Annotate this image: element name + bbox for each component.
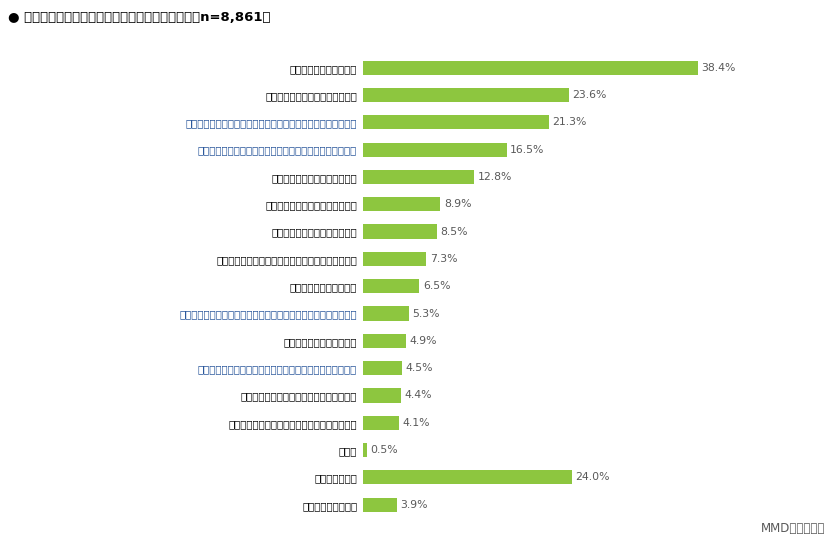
Text: 8.5%: 8.5% xyxy=(440,227,468,237)
Text: 4.9%: 4.9% xyxy=(409,336,436,346)
Text: 4.5%: 4.5% xyxy=(405,363,433,373)
Bar xyxy=(363,443,367,457)
Text: 6.5%: 6.5% xyxy=(423,281,450,291)
Bar xyxy=(363,306,409,321)
Bar xyxy=(363,498,397,512)
Bar xyxy=(363,88,569,102)
Text: 38.4%: 38.4% xyxy=(701,63,736,73)
Text: 4.1%: 4.1% xyxy=(402,418,430,428)
Bar xyxy=(363,225,437,239)
Bar xyxy=(363,252,426,266)
Bar xyxy=(363,279,420,293)
Bar xyxy=(363,143,507,157)
Text: 4.4%: 4.4% xyxy=(404,390,432,401)
Bar xyxy=(363,470,572,484)
Text: 3.9%: 3.9% xyxy=(400,500,428,510)
Bar xyxy=(363,197,440,211)
Text: ● 店舗で買い物する際の大変なこと・不安・悩み（n=8,861）: ● 店舗で買い物する際の大変なこと・不安・悩み（n=8,861） xyxy=(8,11,271,24)
Text: 16.5%: 16.5% xyxy=(510,145,545,154)
Bar xyxy=(363,361,402,375)
Text: 0.5%: 0.5% xyxy=(370,445,399,455)
Text: 8.9%: 8.9% xyxy=(444,199,471,210)
Bar xyxy=(363,388,401,402)
Bar xyxy=(363,416,399,430)
Bar xyxy=(363,170,475,184)
Text: MMD研究所調べ: MMD研究所調べ xyxy=(761,522,826,535)
Bar xyxy=(363,60,697,75)
Text: 7.3%: 7.3% xyxy=(430,254,457,264)
Text: 21.3%: 21.3% xyxy=(552,117,586,127)
Text: 5.3%: 5.3% xyxy=(413,308,440,319)
Text: 12.8%: 12.8% xyxy=(478,172,512,182)
Text: 23.6%: 23.6% xyxy=(572,90,606,100)
Bar xyxy=(363,334,405,348)
Text: 24.0%: 24.0% xyxy=(575,472,610,482)
Bar xyxy=(363,115,549,130)
